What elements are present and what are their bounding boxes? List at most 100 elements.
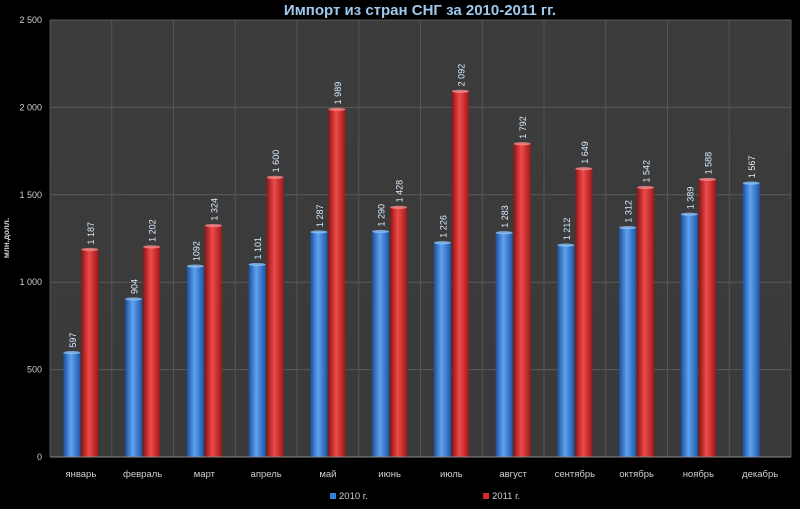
bar-2010 [310,232,328,457]
data-label: 1 187 [86,222,96,245]
bar-cap [125,297,143,301]
data-label: 1 312 [624,200,634,223]
data-label: 1 283 [500,205,510,228]
data-label: 1 600 [271,150,281,173]
data-label: 1 101 [253,237,263,260]
data-label: 1 290 [377,204,387,227]
x-tick-label: декабрь [742,469,778,480]
bar-2011 [328,109,346,457]
x-tick-label: сентябрь [555,469,595,480]
x-tick-label: июль [440,469,463,480]
x-tick-label: февраль [123,469,162,480]
bar-2010 [680,214,698,457]
chart-title: Импорт из стран СНГ за 2010-2011 гг. [284,2,556,19]
y-tick-label: 2 000 [19,102,42,112]
bar-cap [143,245,161,249]
y-axis-label: млн.долл. [2,218,11,258]
bar-cap [81,247,99,252]
bar-cap [619,226,637,230]
legend-swatch [330,493,336,499]
data-label: 904 [130,279,140,294]
bar-2010 [63,352,81,457]
y-tick-label: 1 000 [19,277,42,287]
data-label: 1 989 [333,82,343,105]
data-label: 1 588 [703,152,713,175]
bar-2011 [266,177,284,457]
data-label: 2 092 [456,64,466,87]
axes: 0 500 1 000 1 500 2 000 2 500 январь февраль мар… [19,15,791,480]
bar-2011 [637,187,655,457]
bar-2010 [186,266,204,457]
data-label: 1 428 [395,180,405,203]
y-tick-label: 0 [37,452,42,462]
data-label: 1 792 [518,116,528,139]
bar-2011 [513,143,531,457]
bar-2010 [742,183,760,458]
bar-2010 [433,242,451,457]
x-tick-label: август [499,469,527,480]
bar-cap [328,107,346,111]
data-label: 1 226 [438,215,448,238]
x-tick-label: ноябрь [683,469,714,480]
bar-cap [698,177,716,182]
bar-cap [204,223,222,228]
bar-cap [637,185,655,190]
bar-cap [390,205,408,209]
data-label: 597 [68,333,78,348]
x-tick-label: июнь [378,469,401,480]
bar-2010 [495,232,513,457]
bar-2010 [125,298,143,457]
bar-2010 [557,245,575,457]
bar-cap [575,167,593,171]
bar-2011 [390,207,408,457]
bar-cap [513,142,531,146]
bar-cap [63,351,81,355]
grid [49,19,792,458]
data-label: 1 542 [642,160,652,183]
bars [63,89,760,458]
bar-cap [680,212,698,216]
x-tick-label: январь [65,469,96,480]
bar-2011 [575,168,593,457]
bar-cap [186,264,204,268]
data-label: 1 389 [685,187,695,210]
x-tick-label: март [194,469,216,480]
legend-label: 2010 г. [339,491,368,502]
y-tick-label: 500 [27,365,42,375]
legend-label: 2011 г. [492,491,520,502]
x-tick-label: май [319,469,336,480]
data-label: 1 202 [148,219,158,242]
legend: 2010 г. 2011 г. [330,491,520,502]
bar-2011 [81,249,99,457]
bar-cap [266,175,284,179]
bar-2010 [248,264,266,457]
bar-2011 [698,179,716,457]
data-label: 1 287 [315,205,325,228]
data-label: 1 567 [747,156,757,179]
data-label: 1092 [191,241,201,261]
bar-cap [557,243,575,247]
y-tick-label: 2 500 [19,15,42,25]
data-label: 1 649 [580,141,590,164]
bar-cap [372,229,390,234]
bar-cap [495,231,513,235]
legend-swatch [483,493,489,499]
bar-2011 [204,225,222,457]
bar-cap [310,230,328,234]
x-tick-label: октябрь [619,469,654,480]
bar-2010 [619,227,637,457]
x-tick-label: апрель [251,469,282,480]
bar-2010 [372,231,390,457]
bar-cap [742,181,760,185]
bar-cap [248,262,266,267]
data-labels: 597 904 1092 1 101 1 287 1 290 1 226 1 283 1 212… [68,64,757,348]
data-label: 1 212 [562,218,572,241]
bar-2011 [143,246,161,457]
bar-2011 [451,91,469,458]
data-label: 1 324 [209,198,219,221]
bar-cap [451,89,469,93]
bar-cap [433,241,451,245]
y-tick-label: 1 500 [19,190,42,200]
